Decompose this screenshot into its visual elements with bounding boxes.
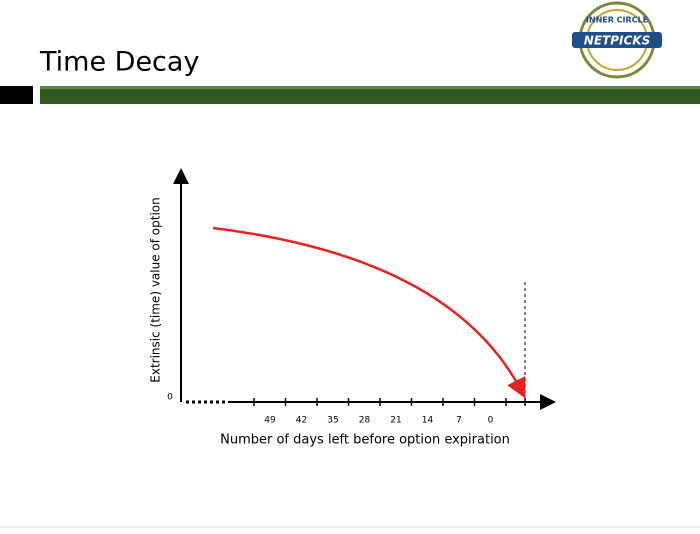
- x-tick-label: 14: [422, 416, 434, 426]
- logo: INNER CIRCLE NETPICKS: [572, 1, 662, 79]
- logo-name: NETPICKS: [584, 34, 650, 48]
- x-tick-label: 0: [488, 416, 494, 426]
- y-origin-label: 0: [167, 393, 173, 403]
- y-axis-label: Extrinsic (time) value of option: [149, 197, 163, 382]
- header-bar-highlight: [40, 86, 700, 89]
- header-bar-black: [0, 86, 33, 104]
- x-ticks: 49 42 35 28 21 14 7 0: [253, 398, 526, 426]
- decay-curve: [212, 226, 526, 399]
- x-tick-label: 35: [327, 416, 338, 426]
- x-axis-label: Number of days left before option expira…: [220, 433, 510, 448]
- x-tick-label: 49: [264, 416, 276, 426]
- logo-banner: [572, 32, 662, 48]
- slide-title: Time Decay: [39, 47, 199, 78]
- x-tick-label: 28: [359, 416, 371, 426]
- header-bar-green: [40, 86, 700, 104]
- logo-top: INNER CIRCLE: [586, 16, 648, 25]
- x-tick-label: 21: [390, 416, 401, 426]
- x-tick-label: 7: [456, 416, 462, 426]
- x-tick-label: 42: [296, 416, 307, 426]
